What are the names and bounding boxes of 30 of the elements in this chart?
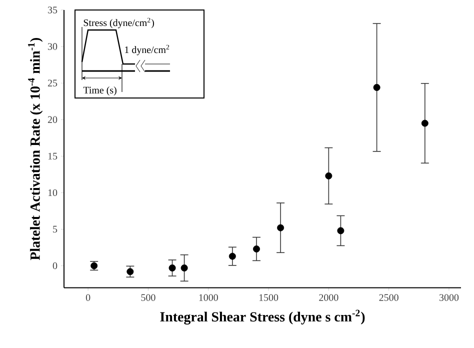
point bbox=[277, 224, 284, 232]
annotation: 1 dyne/cm$^{2}$ bbox=[125, 44, 170, 56]
annotation: Stress (dyne/cm$^{2}$) bbox=[84, 18, 154, 28]
x-tick-label: 3000 bbox=[439, 294, 459, 301]
y-tick-label: 30 bbox=[48, 43, 58, 50]
y-tick-label: 35 bbox=[48, 6, 58, 14]
x-tick-label: 1000 bbox=[199, 294, 218, 301]
y-tick-label: 20 bbox=[48, 116, 58, 123]
point bbox=[325, 172, 332, 180]
point bbox=[421, 120, 428, 127]
y-tick-label: 25 bbox=[48, 80, 58, 86]
x-tick-label: 1500 bbox=[259, 294, 278, 301]
point bbox=[180, 264, 188, 272]
x-tick-label: 2500 bbox=[379, 294, 398, 301]
point bbox=[337, 227, 344, 234]
y-tick-label: 15 bbox=[48, 152, 58, 160]
y-tick-label: 10 bbox=[48, 189, 58, 196]
point bbox=[373, 84, 380, 91]
point bbox=[228, 252, 236, 260]
y-tick-label: 0 bbox=[52, 262, 58, 270]
x-tick-label: 2000 bbox=[319, 294, 338, 301]
point bbox=[168, 264, 176, 272]
annotation: Time (s) bbox=[83, 86, 116, 96]
y-tick-label: 5 bbox=[53, 226, 58, 233]
x-axis-title: Integral Shear Stress (dyne s cm$^{-2}$) bbox=[160, 310, 365, 325]
x-tick-label: 500 bbox=[141, 294, 156, 301]
point bbox=[126, 268, 134, 276]
y-axis-title: Platelet Activation Rate (x 10$^{-4}$ min$^{-1}$) bbox=[28, 38, 43, 260]
point bbox=[253, 245, 260, 252]
x-tick-label: 0 bbox=[86, 294, 90, 301]
